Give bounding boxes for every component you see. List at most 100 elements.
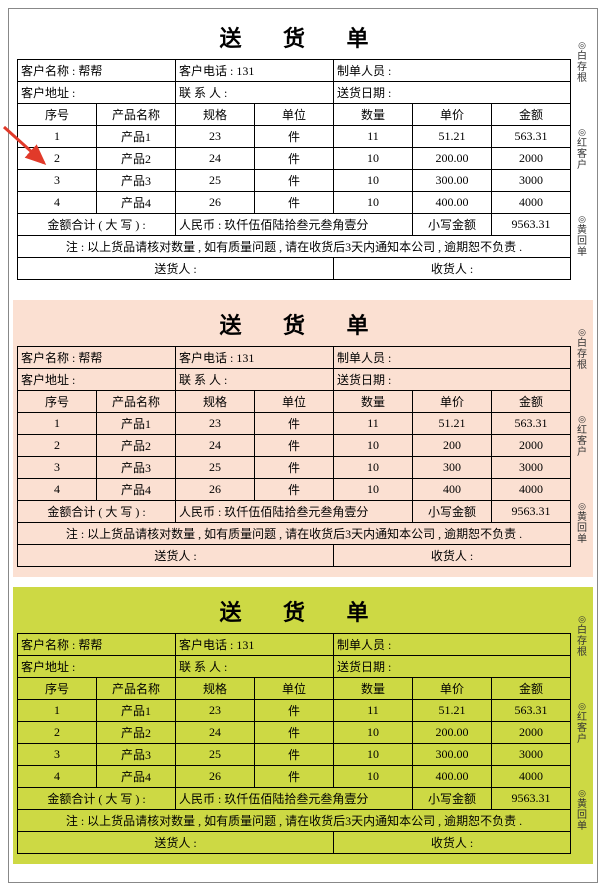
- cell-price: 200.00: [413, 722, 492, 744]
- cell-price: 200.00: [413, 148, 492, 170]
- cell-name: 产品2: [97, 148, 176, 170]
- customer-name-cell: 客户名称 : 帮帮: [18, 347, 176, 369]
- delivery-date-cell: 送货日期 :: [334, 369, 571, 391]
- cell-price: 400.00: [413, 192, 492, 214]
- cell-seq: 4: [18, 479, 97, 501]
- col-header-spec: 规格: [176, 678, 255, 700]
- customer-phone-cell: 客户电话 : 131: [176, 347, 334, 369]
- cell-qty: 10: [334, 170, 413, 192]
- delivery-slip: 送 货 单客户名称 : 帮帮客户电话 : 131制单人员 : 客户地址 : 联 …: [13, 587, 593, 864]
- table-row: 4产品426件104004000: [18, 479, 571, 501]
- maker-cell: 制单人员 :: [334, 347, 571, 369]
- col-header-price: 单价: [413, 391, 492, 413]
- side-label: ◎白存根: [577, 615, 587, 658]
- contact-cell: 联 系 人 :: [176, 656, 334, 678]
- cell-qty: 11: [334, 700, 413, 722]
- side-label: ◎黄回单: [577, 215, 587, 258]
- slip-table: 客户名称 : 帮帮客户电话 : 131制单人员 : 客户地址 : 联 系 人 :…: [17, 346, 571, 567]
- table-row: 3产品325件10300.003000: [18, 744, 571, 766]
- slip-title: 送 货 单: [17, 21, 571, 53]
- cell-name: 产品3: [97, 744, 176, 766]
- page-container: 送 货 单客户名称 : 帮帮客户电话 : 131制单人员 : 客户地址 : 联 …: [8, 8, 598, 883]
- total-num: 9563.31: [492, 214, 571, 236]
- side-labels: ◎白存根 ◎红客户 ◎黄回单: [571, 593, 589, 854]
- cell-spec: 24: [176, 148, 255, 170]
- cell-amount: 563.31: [492, 126, 571, 148]
- cell-name: 产品3: [97, 457, 176, 479]
- cell-spec: 25: [176, 457, 255, 479]
- total-cn: 人民币 : 玖仟伍佰陆拾叁元叁角壹分: [176, 214, 413, 236]
- cell-spec: 23: [176, 413, 255, 435]
- side-label: ◎红客户: [577, 128, 587, 171]
- table-row: 2产品224件10200.002000: [18, 148, 571, 170]
- cell-name: 产品1: [97, 700, 176, 722]
- cell-name: 产品2: [97, 722, 176, 744]
- note-cell: 注 : 以上货品请核对数量 , 如有质量问题 , 请在收货后3天内通知本公司 ,…: [18, 523, 571, 545]
- cell-unit: 件: [255, 744, 334, 766]
- sender-cell: 送货人 :: [18, 832, 334, 854]
- side-label: ◎白存根: [577, 41, 587, 84]
- col-header-seq: 序号: [18, 391, 97, 413]
- col-header-amount: 金额: [492, 678, 571, 700]
- cell-name: 产品2: [97, 435, 176, 457]
- receiver-cell: 收货人 :: [334, 832, 571, 854]
- cell-amount: 563.31: [492, 700, 571, 722]
- cell-price: 51.21: [413, 126, 492, 148]
- customer-name-cell: 客户名称 : 帮帮: [18, 634, 176, 656]
- cell-qty: 10: [334, 457, 413, 479]
- slip-title: 送 货 单: [17, 308, 571, 340]
- cell-unit: 件: [255, 170, 334, 192]
- table-row: 1产品123件1151.21563.31: [18, 126, 571, 148]
- table-row: 1产品123件1151.21563.31: [18, 700, 571, 722]
- table-row: 2产品224件10200.002000: [18, 722, 571, 744]
- sender-cell: 送货人 :: [18, 545, 334, 567]
- cell-seq: 1: [18, 700, 97, 722]
- table-row: 3产品325件10300.003000: [18, 170, 571, 192]
- cell-spec: 26: [176, 766, 255, 788]
- cell-qty: 10: [334, 479, 413, 501]
- cell-unit: 件: [255, 722, 334, 744]
- maker-cell: 制单人员 :: [334, 60, 571, 82]
- cell-unit: 件: [255, 766, 334, 788]
- receiver-cell: 收货人 :: [334, 258, 571, 280]
- cell-unit: 件: [255, 700, 334, 722]
- total-cn: 人民币 : 玖仟伍佰陆拾叁元叁角壹分: [176, 501, 413, 523]
- total-num-label: 小写金额: [413, 501, 492, 523]
- col-header-unit: 单位: [255, 678, 334, 700]
- slip-table: 客户名称 : 帮帮客户电话 : 131制单人员 : 客户地址 : 联 系 人 :…: [17, 633, 571, 854]
- cell-spec: 23: [176, 126, 255, 148]
- note-cell: 注 : 以上货品请核对数量 , 如有质量问题 , 请在收货后3天内通知本公司 ,…: [18, 810, 571, 832]
- side-label: ◎红客户: [577, 415, 587, 458]
- customer-addr-cell: 客户地址 :: [18, 656, 176, 678]
- col-header-qty: 数量: [334, 104, 413, 126]
- cell-unit: 件: [255, 479, 334, 501]
- col-header-spec: 规格: [176, 104, 255, 126]
- cell-seq: 4: [18, 192, 97, 214]
- cell-spec: 25: [176, 744, 255, 766]
- cell-price: 200: [413, 435, 492, 457]
- side-label: ◎红客户: [577, 702, 587, 745]
- side-label: ◎黄回单: [577, 789, 587, 832]
- customer-phone-cell: 客户电话 : 131: [176, 60, 334, 82]
- receiver-cell: 收货人 :: [334, 545, 571, 567]
- cell-spec: 24: [176, 435, 255, 457]
- col-header-name: 产品名称: [97, 391, 176, 413]
- cell-price: 400: [413, 479, 492, 501]
- total-cn-label: 金额合计 ( 大 写 ) :: [18, 214, 176, 236]
- customer-addr-cell: 客户地址 :: [18, 82, 176, 104]
- note-cell: 注 : 以上货品请核对数量 , 如有质量问题 , 请在收货后3天内通知本公司 ,…: [18, 236, 571, 258]
- cell-unit: 件: [255, 126, 334, 148]
- cell-unit: 件: [255, 192, 334, 214]
- col-header-qty: 数量: [334, 391, 413, 413]
- delivery-slip: 送 货 单客户名称 : 帮帮客户电话 : 131制单人员 : 客户地址 : 联 …: [13, 13, 593, 290]
- cell-price: 300.00: [413, 170, 492, 192]
- slip-table: 客户名称 : 帮帮客户电话 : 131制单人员 : 客户地址 : 联 系 人 :…: [17, 59, 571, 280]
- col-header-unit: 单位: [255, 104, 334, 126]
- cell-amount: 2000: [492, 722, 571, 744]
- cell-name: 产品4: [97, 192, 176, 214]
- table-row: 1产品123件1151.21563.31: [18, 413, 571, 435]
- cell-name: 产品1: [97, 413, 176, 435]
- cell-qty: 11: [334, 126, 413, 148]
- sender-cell: 送货人 :: [18, 258, 334, 280]
- cell-seq: 2: [18, 148, 97, 170]
